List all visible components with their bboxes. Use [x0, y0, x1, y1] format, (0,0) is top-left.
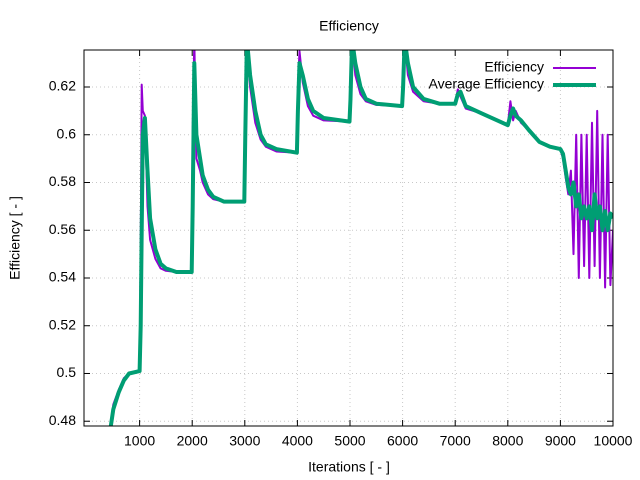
x-tick-label: 5000	[334, 433, 365, 449]
x-tick-label: 8000	[492, 433, 523, 449]
y-tick-label: 0.6	[57, 125, 77, 141]
y-tick-label: 0.58	[49, 173, 76, 189]
line-series	[109, 50, 613, 426]
line-series	[108, 50, 613, 426]
x-tick-label: 2000	[177, 433, 208, 449]
x-tick-label: 9000	[545, 433, 576, 449]
y-axis-label: Efficiency [ - ]	[7, 196, 23, 280]
y-tick-label: 0.56	[49, 221, 76, 237]
x-tick-label: 4000	[282, 433, 313, 449]
chart-title: Efficiency	[319, 18, 379, 34]
x-tick-label: 7000	[440, 433, 471, 449]
y-tick-label: 0.48	[49, 412, 76, 428]
y-tick-label: 0.5	[57, 364, 77, 380]
y-tick-label: 0.62	[49, 78, 76, 94]
x-tick-label: 3000	[229, 433, 260, 449]
x-tick-label: 10000	[594, 433, 633, 449]
y-tick-label: 0.52	[49, 316, 76, 332]
y-tick-label: 0.54	[49, 269, 76, 285]
legend-label: Average Efficiency	[429, 76, 544, 92]
x-axis-label: Iterations [ - ]	[308, 459, 390, 475]
legend-label: Efficiency	[484, 59, 544, 75]
plot-lines	[108, 50, 613, 426]
plot-frame	[83, 49, 614, 427]
x-tick-label: 1000	[124, 433, 155, 449]
x-tick-label: 6000	[387, 433, 418, 449]
